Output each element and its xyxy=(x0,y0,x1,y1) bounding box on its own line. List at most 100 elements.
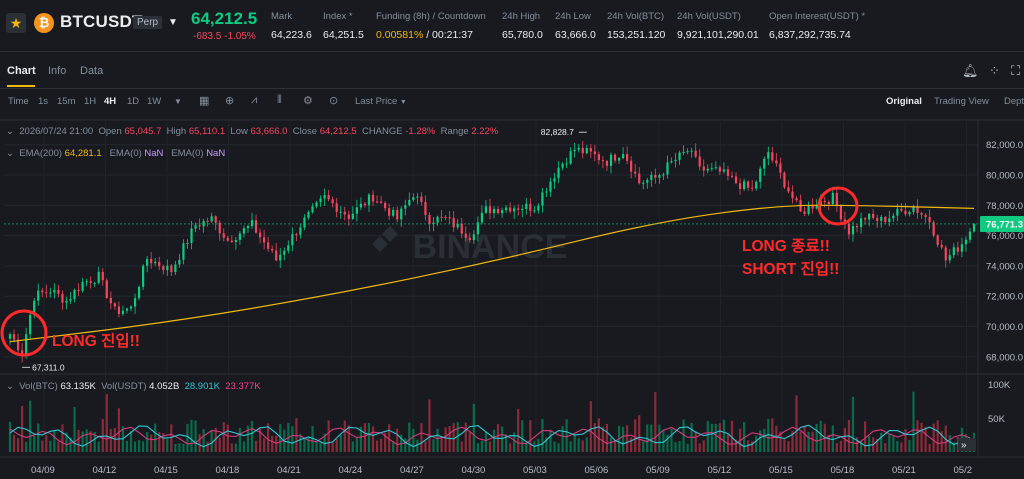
view-trading-view[interactable]: Trading View xyxy=(934,96,989,107)
candle xyxy=(174,260,177,275)
volume-bar xyxy=(113,427,116,452)
candle-body xyxy=(795,198,798,201)
expand-icon[interactable]: ⛶ xyxy=(1011,63,1021,78)
interval-more-icon[interactable]: ▼ xyxy=(174,97,182,106)
settings-icon[interactable]: ⚙ xyxy=(303,95,313,107)
time-tick-label: 04/18 xyxy=(216,465,240,476)
candle xyxy=(468,232,471,243)
grid-layout-icon[interactable]: ⁘ xyxy=(989,63,1000,78)
stat-value: 64,251.5 xyxy=(323,29,364,41)
candle-body xyxy=(69,299,72,301)
interval-4h[interactable]: 4H xyxy=(104,96,117,107)
candle-body xyxy=(45,292,48,294)
candle xyxy=(517,204,520,216)
time-tick-label: 05/03 xyxy=(523,465,547,476)
interval-time[interactable]: Time xyxy=(8,96,29,107)
candle-body xyxy=(964,239,968,245)
candle xyxy=(787,180,790,194)
interval-15m[interactable]: 15m xyxy=(57,96,76,107)
candle xyxy=(408,192,411,207)
candle xyxy=(416,192,419,205)
candle-body xyxy=(621,154,625,159)
legend-collapse-icon[interactable]: ⌄ xyxy=(6,126,14,137)
vol-ma1-value: 28.901K xyxy=(184,381,220,392)
volume-bar xyxy=(279,424,282,452)
candle-body xyxy=(533,210,536,212)
candle-body xyxy=(662,174,665,176)
candle xyxy=(775,153,778,167)
candle xyxy=(488,198,492,220)
candle xyxy=(884,216,887,225)
volume-bar xyxy=(577,438,580,452)
candle-body xyxy=(686,151,689,153)
interval-1w[interactable]: 1W xyxy=(147,96,162,107)
volume-bar xyxy=(77,429,80,452)
volume-bar xyxy=(763,428,766,452)
candle xyxy=(113,302,116,310)
candle-body xyxy=(601,160,605,162)
volume-bar xyxy=(650,424,653,452)
volume-bar xyxy=(492,429,496,452)
volume-bar xyxy=(246,425,250,452)
candle xyxy=(331,196,334,208)
candle-body xyxy=(263,237,266,243)
stat-label: Funding (8h) / Countdown xyxy=(376,11,486,22)
candle xyxy=(295,232,298,242)
candle-body xyxy=(182,243,185,260)
candle xyxy=(908,210,911,217)
tab-data[interactable]: Data xyxy=(80,65,104,77)
calendar-icon[interactable]: ▦ xyxy=(199,95,210,107)
candle xyxy=(940,239,943,250)
interval-1d[interactable]: 1D xyxy=(127,96,140,107)
symbol-dropdown-icon[interactable]: ▼ xyxy=(168,17,178,28)
candle-body xyxy=(33,300,36,315)
candle-body xyxy=(242,228,246,234)
candle-body xyxy=(734,176,738,184)
interval-1h[interactable]: 1H xyxy=(84,96,97,107)
volume-bar xyxy=(851,396,855,452)
candle-body xyxy=(174,264,177,273)
view-depth[interactable]: Depth xyxy=(1004,96,1024,107)
price-tick-label: 68,000.0 xyxy=(986,352,1023,363)
volume-bar xyxy=(440,436,443,452)
screenshot-icon[interactable]: ⊙ xyxy=(329,95,339,107)
candle-body xyxy=(154,261,157,264)
stat-value: 9,921,101,290.01 xyxy=(677,29,759,41)
interval-1s[interactable]: 1s xyxy=(38,96,49,107)
chart-type-icon[interactable]: ⩘ xyxy=(251,94,258,106)
stat-24h-low: 24h Low 63,666.0 xyxy=(555,11,596,41)
candle-body xyxy=(541,192,544,206)
candle-body xyxy=(948,255,951,261)
ema0b-value: NaN xyxy=(206,148,226,159)
view-original[interactable]: Original xyxy=(886,96,922,107)
bell-icon[interactable]: 🔔︎ xyxy=(962,63,979,78)
candle xyxy=(359,197,363,211)
price-type-select[interactable]: Last Price ▼ xyxy=(355,96,407,107)
candle xyxy=(747,180,750,191)
legend-collapse-icon[interactable]: ⌄ xyxy=(6,381,14,392)
volume-bar xyxy=(916,420,919,452)
volume-bar xyxy=(472,403,475,452)
volume-bar xyxy=(254,440,258,452)
candle xyxy=(246,224,250,233)
favorite-star-icon[interactable]: ★ xyxy=(6,13,26,33)
tab-info[interactable]: Info xyxy=(48,65,67,77)
candle xyxy=(41,287,44,298)
stat-open-interest[interactable]: Open Interest(USDT) * 6,837,292,735.74 xyxy=(769,11,865,41)
candle-body xyxy=(194,225,197,229)
stat-index[interactable]: Index * 64,251.5 xyxy=(323,11,364,41)
volume-bar xyxy=(626,425,629,452)
candles-icon[interactable]: ⦀ xyxy=(277,94,282,106)
candle-body xyxy=(763,158,766,169)
legend-collapse-icon[interactable]: ⌄ xyxy=(6,148,14,159)
candle xyxy=(859,212,863,234)
symbol-name[interactable]: BTCUSDT xyxy=(60,12,143,31)
candle xyxy=(275,243,278,262)
volume-bar xyxy=(8,421,12,452)
tab-chart[interactable]: Chart xyxy=(7,65,36,77)
candle xyxy=(952,243,955,259)
volume-bar xyxy=(295,418,298,452)
add-indicator-icon[interactable]: ⊕ xyxy=(225,95,235,107)
volume-bar xyxy=(694,431,697,452)
